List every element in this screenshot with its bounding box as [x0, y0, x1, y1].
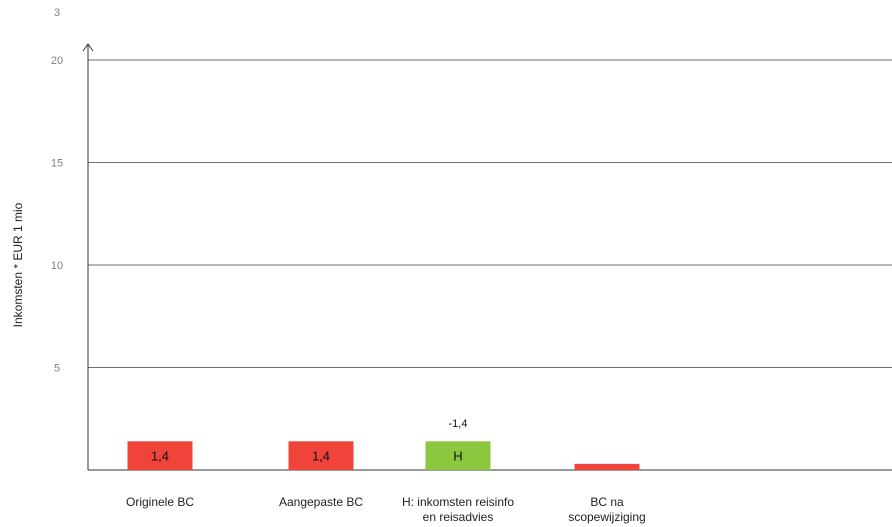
bar [288, 441, 354, 470]
y-axis-arrow-icon [82, 43, 94, 52]
y-tick-label: 10 [51, 260, 63, 272]
x-tick-label: en reisadvies [423, 510, 494, 524]
y-tick-label: 5 [54, 363, 60, 375]
y-axis-label: Inkomsten * EUR 1 mio [11, 202, 25, 327]
bar [574, 463, 640, 470]
top-tick-label: 3 [54, 7, 60, 19]
bar-data-label: H [453, 449, 462, 464]
bars: 1,4 1,4 H -1,4 [127, 418, 640, 470]
category-labels: Originele BC Aangepaste BC H: inkomsten re… [126, 495, 646, 524]
gridlines [88, 59, 892, 368]
x-tick-label: Aangepaste BC [279, 495, 363, 509]
bar [425, 441, 491, 470]
x-tick-label: scopewijziging [568, 510, 645, 524]
axes [82, 43, 892, 471]
y-tick-label: 20 [51, 55, 63, 67]
x-tick-label: BC na [590, 495, 624, 509]
y-tick-labels: 5 10 15 20 [51, 55, 63, 375]
x-tick-label: Originele BC [126, 495, 194, 509]
bar-annotation: -1,4 [449, 418, 468, 430]
x-tick-label: H: inkomsten reisinfo [402, 495, 514, 509]
bar [127, 441, 193, 470]
bar-data-label: 1,4 [312, 449, 330, 464]
bar-data-label: 1,4 [151, 449, 169, 464]
y-tick-label: 15 [51, 158, 63, 170]
